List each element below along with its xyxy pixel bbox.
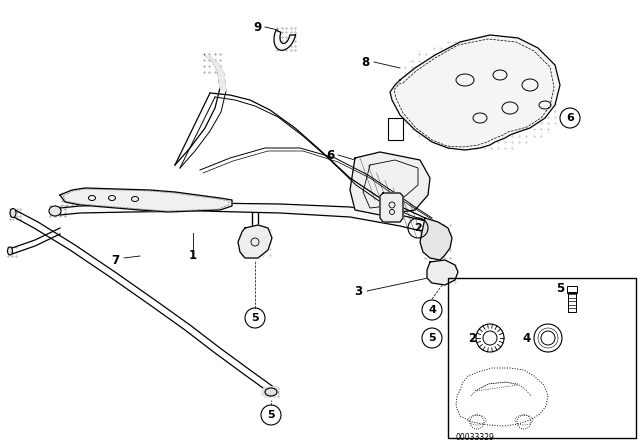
Text: 2: 2 xyxy=(414,223,422,233)
Text: 5: 5 xyxy=(556,281,564,294)
Ellipse shape xyxy=(10,208,16,217)
Text: 5: 5 xyxy=(267,410,275,420)
Ellipse shape xyxy=(49,206,61,216)
Text: 6: 6 xyxy=(326,148,334,161)
Ellipse shape xyxy=(265,388,277,396)
Ellipse shape xyxy=(8,247,13,255)
Text: 3: 3 xyxy=(354,284,362,297)
Polygon shape xyxy=(60,188,232,212)
Bar xyxy=(388,118,403,140)
Polygon shape xyxy=(205,55,226,91)
Bar xyxy=(568,292,576,312)
Bar xyxy=(448,278,636,438)
Polygon shape xyxy=(390,35,560,150)
Text: 4: 4 xyxy=(428,305,436,315)
Polygon shape xyxy=(262,386,278,398)
Text: 00033329: 00033329 xyxy=(455,433,494,442)
Text: 1: 1 xyxy=(189,249,197,262)
Polygon shape xyxy=(274,30,296,50)
Text: 8: 8 xyxy=(361,56,369,69)
Polygon shape xyxy=(427,260,458,285)
Polygon shape xyxy=(238,225,272,258)
Polygon shape xyxy=(350,152,430,215)
Polygon shape xyxy=(380,193,403,222)
Polygon shape xyxy=(420,218,452,260)
Text: 7: 7 xyxy=(111,254,119,267)
Text: 9: 9 xyxy=(254,21,262,34)
Text: 5: 5 xyxy=(428,333,436,343)
Text: 2: 2 xyxy=(468,332,476,345)
Text: 6: 6 xyxy=(566,113,574,123)
Text: 4: 4 xyxy=(523,332,531,345)
Bar xyxy=(567,286,577,293)
Text: 5: 5 xyxy=(251,313,259,323)
